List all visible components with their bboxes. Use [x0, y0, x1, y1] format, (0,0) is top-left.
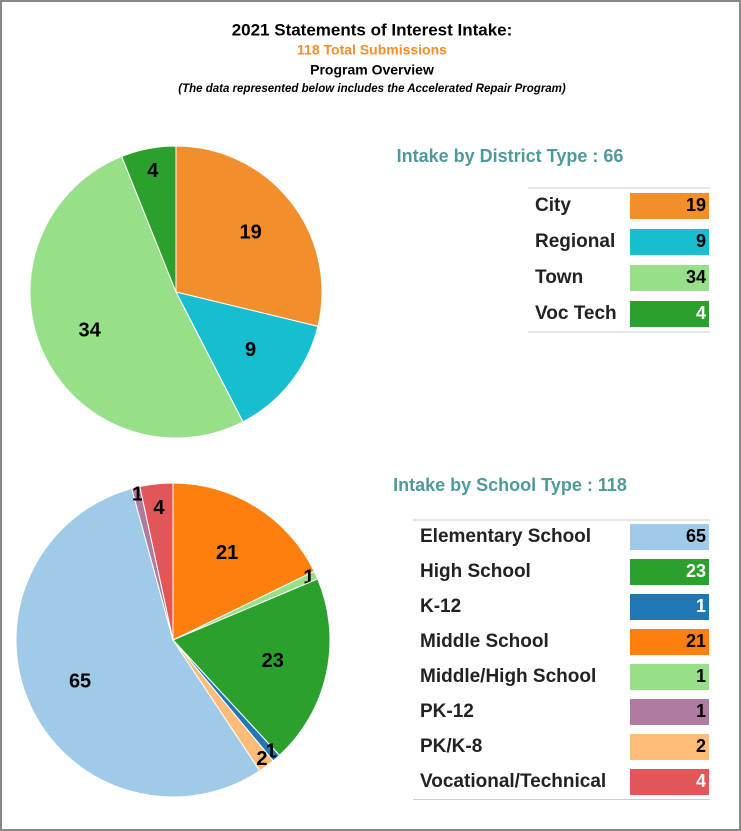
slice-label: 1 [132, 483, 143, 505]
row-value: 9 [696, 231, 706, 251]
row-label: Middle/High School [420, 666, 596, 687]
value-box [630, 301, 709, 327]
slice-label: 1 [266, 741, 277, 763]
value-box [630, 734, 709, 760]
note: (The data represented below includes the… [178, 83, 566, 95]
value-box [630, 629, 709, 655]
slice-label: 21 [216, 542, 238, 564]
value-box [630, 193, 709, 219]
pie-slice [175, 291, 319, 423]
slice-label: 1 [303, 567, 314, 589]
pie-slice [139, 482, 174, 641]
value-box [630, 229, 709, 255]
pie-slice [175, 145, 323, 328]
row-label: Vocational/Technical [420, 771, 606, 792]
row-label: PK-12 [420, 701, 474, 722]
value-box [630, 594, 709, 620]
slice-label: 19 [239, 222, 261, 244]
row-label: Elementary School [420, 526, 591, 547]
row-value: 65 [686, 526, 706, 546]
slice-label: 9 [245, 339, 256, 361]
row-value: 1 [696, 596, 706, 616]
pie-slice [172, 482, 315, 641]
pie-slice [172, 578, 331, 757]
row-label: City [535, 195, 571, 216]
slice-label: 4 [147, 160, 159, 182]
slice-label: 65 [69, 670, 91, 692]
slice-label: 4 [153, 497, 165, 519]
table-title: Intake by District Type : 66 [397, 146, 624, 166]
row-value: 1 [696, 701, 706, 721]
table-title: Intake by School Type : 118 [393, 475, 627, 495]
value-box [630, 559, 709, 585]
section-title: Program Overview [310, 62, 434, 78]
value-box [630, 699, 709, 725]
value-box [630, 664, 709, 690]
row-value: 2 [696, 736, 706, 756]
row-label: Town [535, 267, 583, 288]
row-value: 34 [686, 267, 706, 287]
value-box [630, 524, 709, 550]
row-label: Voc Tech [535, 303, 617, 324]
pie-slice [29, 155, 244, 439]
slice-label: 23 [262, 650, 284, 672]
pie-slice [15, 487, 261, 798]
row-value: 21 [686, 631, 706, 651]
row-value: 23 [686, 561, 706, 581]
row-value: 1 [696, 666, 706, 686]
value-box [630, 265, 709, 291]
row-label: K-12 [420, 596, 461, 617]
value-box [630, 769, 709, 795]
title: 2021 Statements of Interest Intake: [232, 20, 513, 39]
row-value: 4 [696, 771, 706, 791]
row-value: 4 [696, 303, 706, 323]
slice-label: 2 [256, 748, 267, 770]
subtitle: 118 Total Submissions [297, 42, 447, 58]
slice-label: 34 [79, 320, 102, 342]
pie-slice [121, 145, 177, 293]
row-label: PK/K-8 [420, 736, 482, 757]
row-label: Regional [535, 231, 615, 252]
row-label: High School [420, 561, 531, 582]
row-label: Middle School [420, 631, 549, 652]
row-value: 19 [686, 195, 706, 215]
